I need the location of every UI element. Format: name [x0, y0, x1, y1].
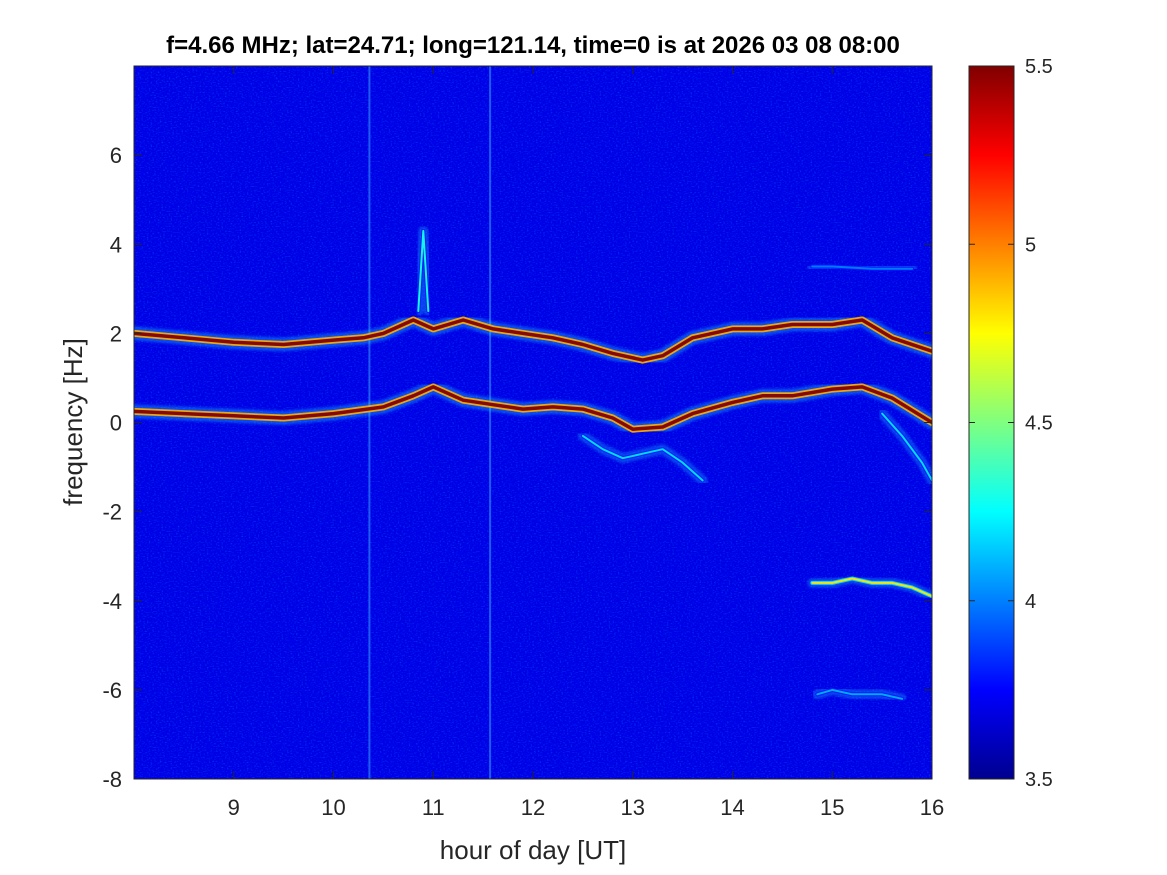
trace-spike-near-10-9	[413, 225, 434, 317]
x-tick-label: 10	[321, 795, 345, 820]
trace-core	[811, 577, 932, 598]
trace-core	[134, 385, 932, 431]
trace-core	[816, 688, 904, 700]
x-tick-label: 12	[521, 795, 545, 820]
colorbar-gradient	[969, 66, 1014, 779]
colorbar-tick-label: 5	[1025, 234, 1036, 256]
colorbar-tick-label: 3.5	[1025, 769, 1053, 791]
colorbar-ticks: 3.5 4 4.5 5 5.5	[969, 56, 1053, 791]
y-tick-label: 0	[110, 411, 122, 436]
trace-core	[811, 265, 914, 270]
trace-core	[417, 229, 430, 313]
y-tick-label: 2	[110, 321, 122, 346]
x-axis-label: hour of day [UT]	[440, 835, 626, 865]
trace-faint-band-3-5	[807, 261, 918, 274]
y-tick-label: 6	[110, 143, 122, 168]
vertical-streaks	[368, 66, 492, 779]
y-tick-label: -6	[102, 678, 122, 703]
x-tick-label: 9	[228, 795, 240, 820]
trace-core	[134, 318, 932, 362]
trace-diffuse-trace	[577, 430, 708, 486]
trace-core	[581, 434, 704, 482]
x-axis: 9 10 11 12 13 14 15 16	[228, 66, 944, 820]
chart-title: f=4.66 MHz; lat=24.71; long=121.14, time…	[166, 32, 900, 59]
x-tick-label: 13	[621, 795, 645, 820]
trace-lower-trace	[134, 379, 932, 437]
y-tick-label: -8	[102, 767, 122, 792]
y-axis: -8 -6 -4 -2 0 2 4 6	[102, 143, 932, 792]
x-tick-label: 11	[422, 795, 445, 820]
trace-negative-band-3-7	[807, 573, 932, 602]
y-tick-label: 4	[110, 232, 122, 257]
spectral-traces	[134, 225, 932, 704]
colorbar-tick-label: 5.5	[1025, 56, 1053, 78]
x-tick-label: 16	[920, 795, 944, 820]
x-tick-label: 14	[720, 795, 744, 820]
plot-area	[134, 66, 932, 779]
colorbar-tick-label: 4.5	[1025, 413, 1053, 435]
trace-negative-band-6-1	[812, 684, 908, 704]
y-axis-label: frequency [Hz]	[58, 338, 88, 506]
colorbar-tick-label: 4	[1025, 591, 1036, 613]
trace-upper-trace	[134, 313, 932, 368]
trace-core	[881, 412, 932, 482]
x-tick-label: 15	[820, 795, 844, 820]
trace-spread-branch	[877, 408, 932, 486]
colorbar: 3.5 4 4.5 5 5.5	[968, 56, 1053, 791]
y-tick-label: -2	[102, 500, 122, 525]
y-tick-label: -4	[102, 589, 122, 614]
